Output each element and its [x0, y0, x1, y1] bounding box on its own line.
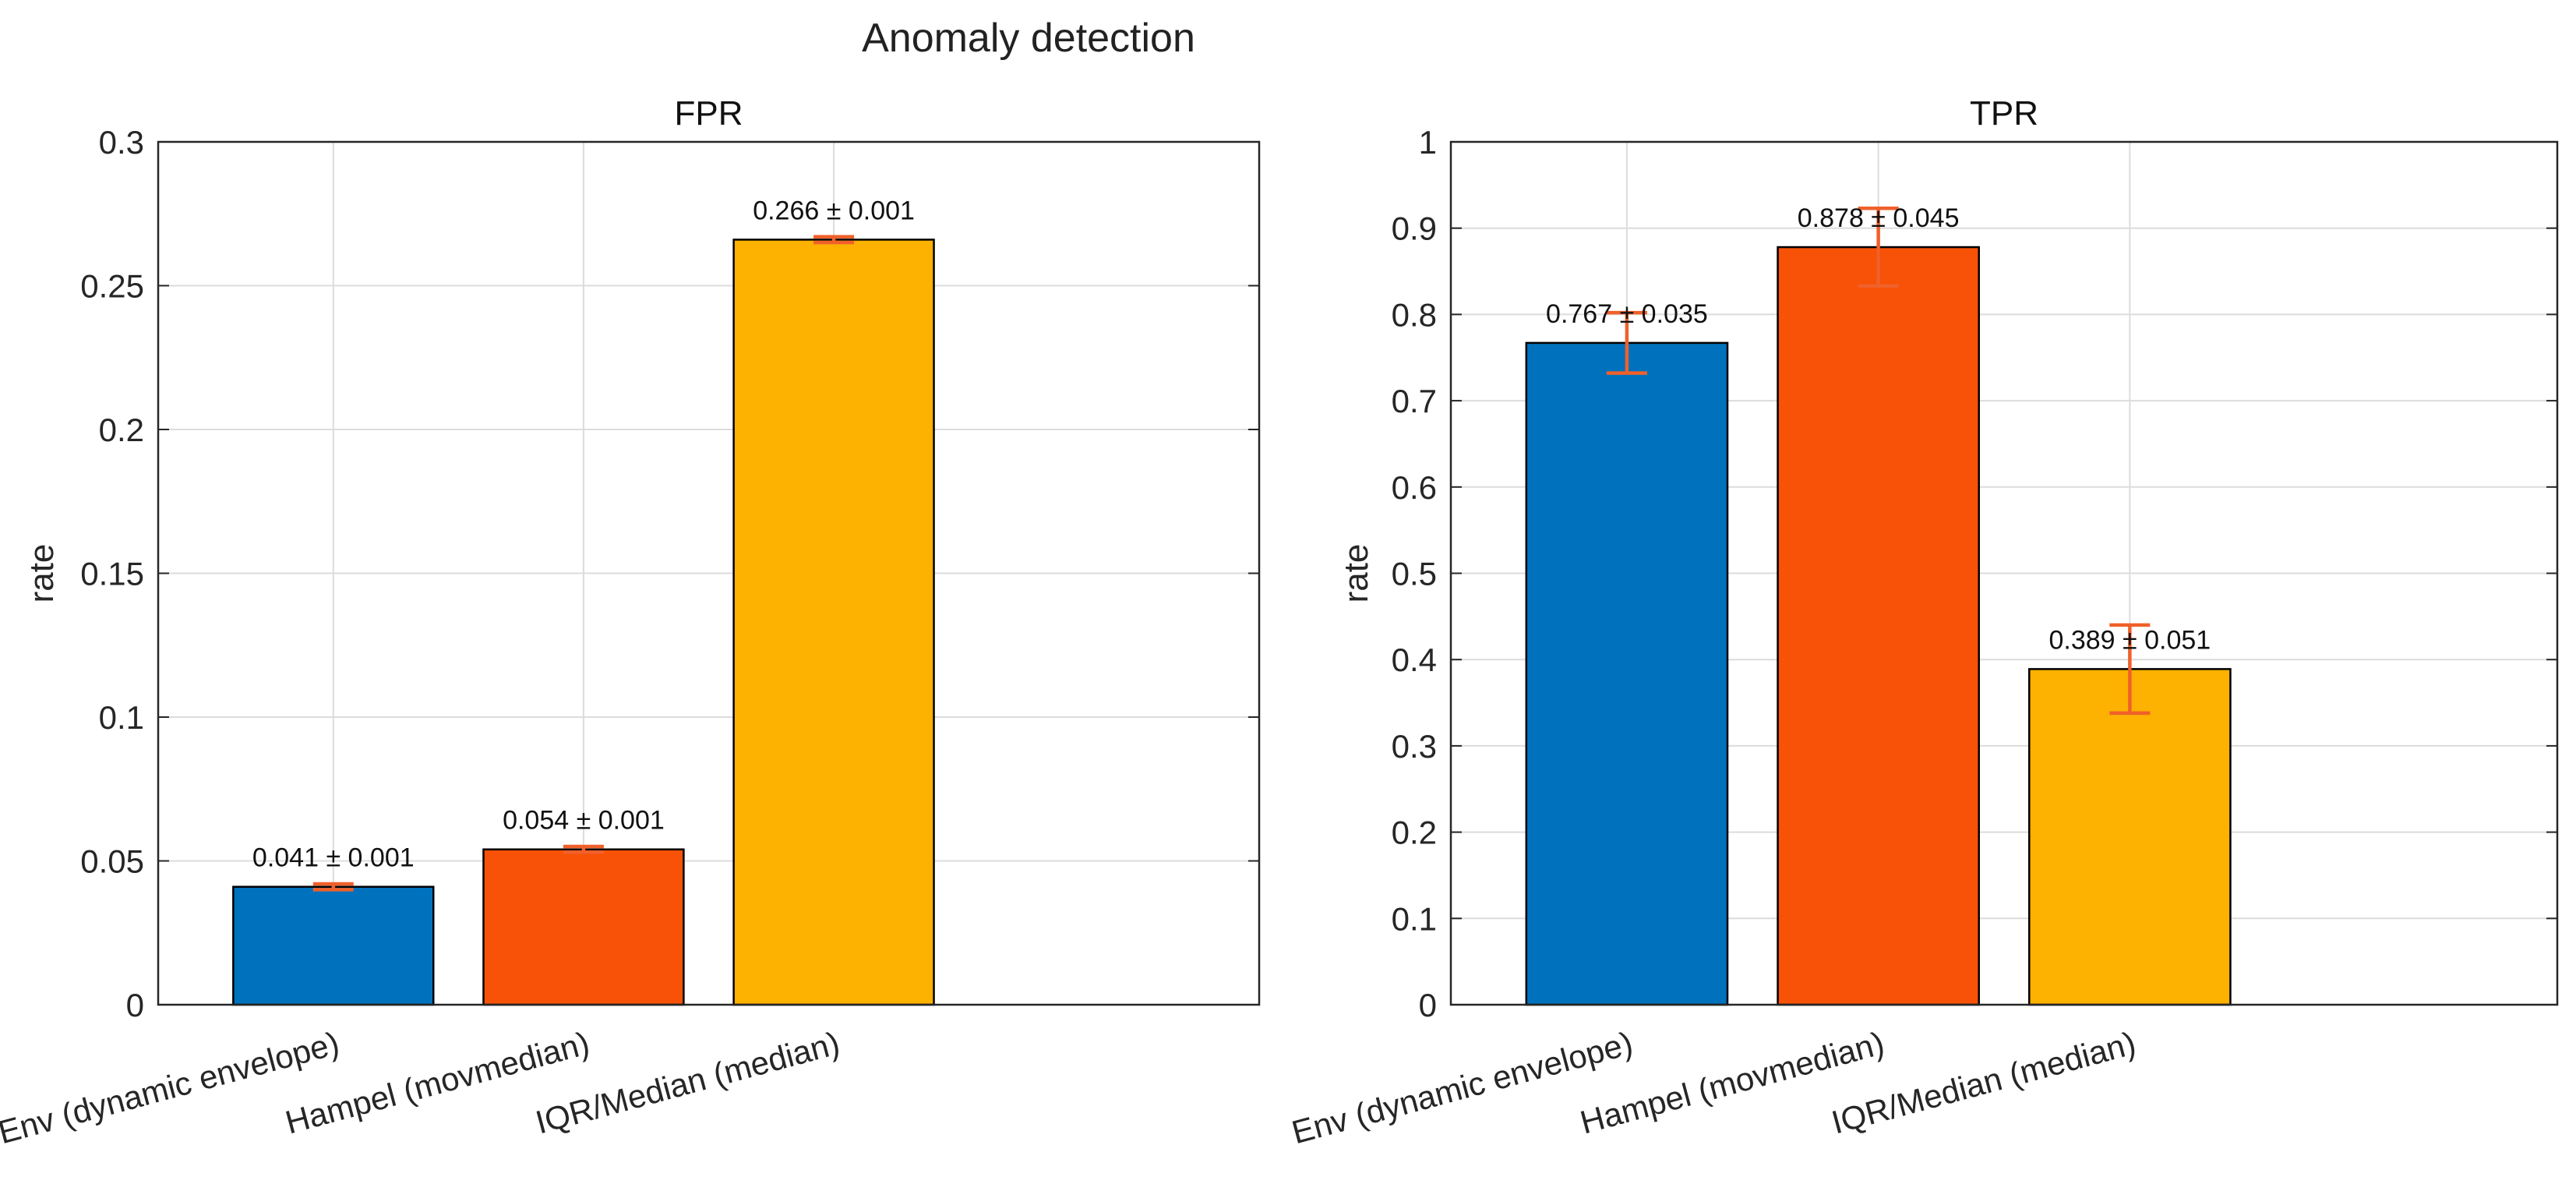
tpr-y-tick-label: 0.6	[1392, 469, 1437, 506]
fpr-y-tick-label: 0.3	[99, 124, 144, 161]
fpr-axes-box	[157, 140, 1261, 1006]
fpr-data-label-2: 0.054 ± 0.001	[503, 806, 665, 836]
fpr-y-tick-label: 0.15	[80, 556, 144, 592]
tpr-error-bar-3	[2109, 623, 2151, 716]
tpr-data-label-2: 0.878 ± 0.045	[1798, 203, 1960, 233]
tpr-axes-box	[1449, 140, 2559, 1006]
tpr-y-axis-label: rate	[1337, 544, 1375, 603]
tpr-title: TPR	[1970, 94, 2038, 133]
fpr-y-tick-label: 0.1	[99, 699, 144, 736]
tpr-y-tick-label: 0.3	[1392, 728, 1437, 765]
fpr-error-bar-1	[312, 882, 354, 892]
figure-title: Anomaly detection	[862, 16, 1195, 61]
tpr-y-tick-label: 0.5	[1392, 556, 1437, 592]
tpr-data-label-1: 0.767 ± 0.035	[1546, 299, 1708, 329]
tpr-panel: 0 0.1 0.2 0.3 0.4 0.5 0.6 0.7 0.8 0.9 1 0.767 ± 0.0…	[1288, 94, 2559, 1150]
tpr-error-bar-1	[1606, 310, 1647, 375]
fpr-bar-1	[232, 885, 435, 1006]
tpr-y-tick-label: 0.1	[1392, 900, 1437, 937]
tpr-bar-2	[1777, 246, 1980, 1006]
tpr-y-tick-label: 0.2	[1392, 815, 1437, 851]
tpr-error-bar-2	[1858, 206, 1899, 288]
fpr-data-label-3: 0.266 ± 0.001	[753, 196, 915, 225]
fpr-bar-3	[732, 239, 935, 1006]
tpr-data-label-3: 0.389 ± 0.051	[2049, 625, 2211, 655]
fpr-y-tick-label: 0	[126, 987, 144, 1023]
fpr-error-bar-2	[563, 844, 604, 854]
fpr-y-tick-label: 0.2	[99, 412, 144, 448]
fpr-y-tick-label: 0.25	[80, 268, 144, 305]
fpr-y-axis-label: rate	[23, 544, 61, 603]
tpr-y-tick-label: 0.7	[1392, 383, 1437, 419]
tpr-y-tick-label: 0.4	[1392, 641, 1437, 678]
tpr-bar-1	[1525, 341, 1729, 1006]
fpr-data-label-1: 0.041 ± 0.001	[252, 843, 415, 873]
fpr-panel: 0 0.05 0.1 0.15 0.2 0.25 0.3 0.041 ± 0.001 0.054…	[0, 94, 1261, 1150]
tpr-bar-3	[2028, 668, 2232, 1006]
fpr-y-tick-label: 0.05	[80, 843, 144, 880]
tpr-y-tick-label: 0.8	[1392, 296, 1437, 333]
tpr-y-tick-label: 1	[1419, 124, 1437, 161]
tpr-y-tick-label: 0	[1419, 987, 1437, 1023]
tpr-y-tick-label: 0.9	[1392, 210, 1437, 247]
fpr-bar-2	[482, 848, 685, 1006]
fpr-error-bar-3	[813, 235, 855, 245]
fpr-title: FPR	[675, 94, 743, 133]
